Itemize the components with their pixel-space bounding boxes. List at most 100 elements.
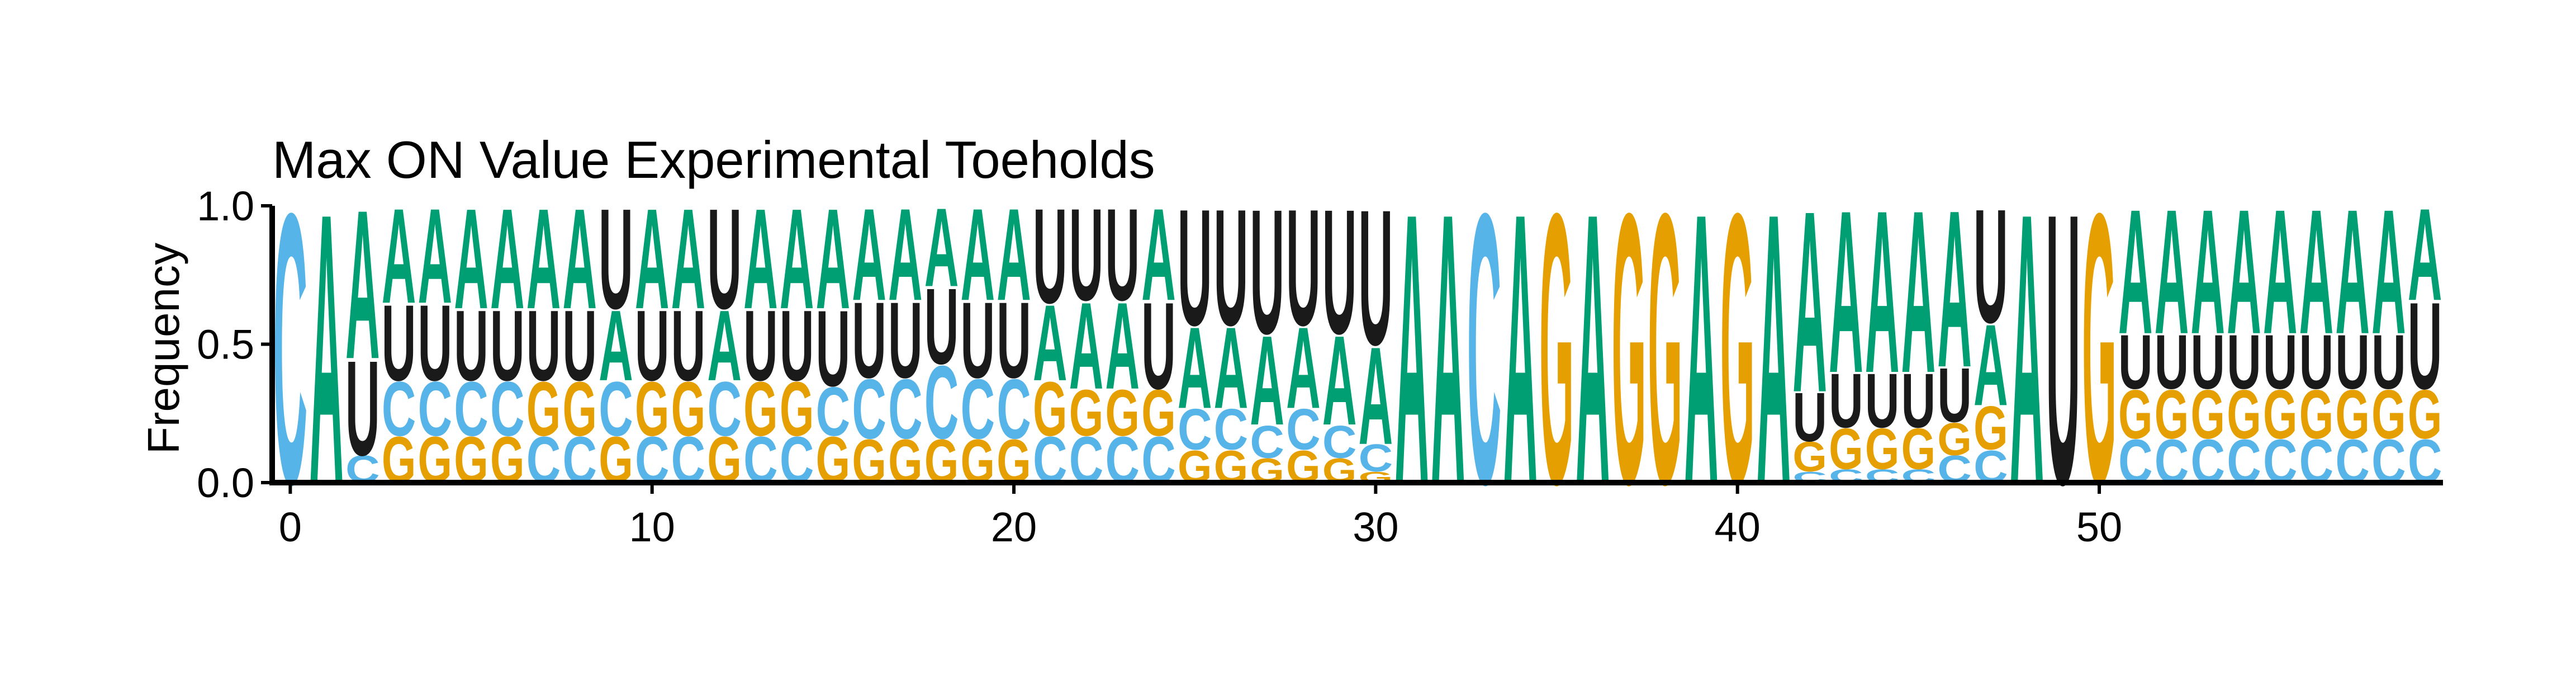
y-axis-label: Frequency xyxy=(139,243,188,454)
logo-letter-A-pos-8: A xyxy=(562,179,597,339)
logo-letter-G-pos-52: G xyxy=(2155,376,2189,454)
logo-letter-U-pos-46: U xyxy=(1937,352,1972,438)
logo-letter-C-pos-27: C xyxy=(1250,416,1284,468)
logo-letter-A-pos-28: A xyxy=(1286,303,1321,433)
logo-letter-C-pos-12: C xyxy=(707,366,742,452)
logo-letter-C-pos-28: C xyxy=(1286,398,1321,462)
logo-letter-C-pos-4: C xyxy=(418,366,453,452)
logo-letter-A-pos-19: A xyxy=(961,182,995,328)
logo-letter-C-pos-16: C xyxy=(852,362,886,457)
logo-letter-U-pos-21: U xyxy=(1033,181,1068,332)
logo-letter-G-pos-24: G xyxy=(1141,376,1175,450)
logo-letter-A-pos-17: A xyxy=(888,182,923,328)
logo-letter-G-pos-51: G xyxy=(2118,376,2152,454)
logo-letter-C-pos-3: C xyxy=(382,366,416,452)
logo-letter-U-pos-6: U xyxy=(490,290,525,402)
logo-letter-G-pos-57: G xyxy=(2335,376,2369,454)
logo-letter-C-pos-5: C xyxy=(454,366,488,452)
logo-letter-A-pos-59: A xyxy=(2408,182,2442,328)
logo-letter-G-pos-37: G xyxy=(1612,134,1646,565)
logo-letter-U-pos-4: U xyxy=(418,282,453,403)
logo-letter-G-pos-13: G xyxy=(743,366,777,452)
logo-letter-G-pos-46: G xyxy=(1937,414,1971,465)
logo-letter-A-pos-43: A xyxy=(1829,163,1863,422)
logo-letter-U-pos-15: U xyxy=(816,288,851,409)
logo-letter-G-pos-54: G xyxy=(2227,376,2261,454)
logo-letter-A-pos-1: A xyxy=(309,133,344,565)
logo-letter-C-pos-30: C xyxy=(1359,437,1393,480)
logo-letter-A-pos-18: A xyxy=(924,185,959,310)
logo-letter-U-pos-29: U xyxy=(1322,173,1357,371)
logo-letter-U-pos-30: U xyxy=(1359,170,1393,386)
logo-letter-C-pos-17: C xyxy=(888,362,923,457)
logo-letter-A-pos-39: A xyxy=(1684,133,1719,565)
logo-letter-U-pos-23: U xyxy=(1105,182,1140,328)
logo-letter-G-pos-35: G xyxy=(1539,134,1573,565)
logo-letters: C A CUAGCUAGCUAGCUAGCUACGUACGUAGCAUCGUACGU… xyxy=(273,133,2442,565)
logo-letter-G-pos-45: G xyxy=(1901,417,1935,481)
logo-letter-A-pos-11: A xyxy=(671,179,706,339)
logo-letter-C-pos-19: C xyxy=(961,362,995,457)
logo-letter-U-pos-2: U xyxy=(345,333,380,484)
logo-letter-C-pos-6: C xyxy=(490,366,525,452)
logo-letter-A-pos-34: A xyxy=(1503,133,1538,565)
logo-letter-U-pos-51: U xyxy=(2118,319,2153,405)
logo-letter-C-pos-29: C xyxy=(1322,416,1357,468)
logo-letter-U-pos-10: U xyxy=(635,290,670,402)
logo-letter-U-pos-19: U xyxy=(961,280,995,400)
logo-letter-C-pos-9: C xyxy=(599,366,633,452)
logo-letter-U-pos-44: U xyxy=(1865,358,1900,444)
logo-letter-U-pos-14: U xyxy=(780,290,814,402)
logo-letter-U-pos-47: U xyxy=(1973,176,2008,357)
logo-letter-G-pos-55: G xyxy=(2263,376,2297,454)
logo-letter-A-pos-54: A xyxy=(2227,173,2261,371)
logo-letter-A-pos-45: A xyxy=(1901,163,1936,422)
logo-letter-A-pos-32: A xyxy=(1431,133,1465,565)
logo-letter-C-pos-33: C xyxy=(1467,133,1502,565)
x-tick-label: 20 xyxy=(991,504,1037,550)
logo-letter-U-pos-57: U xyxy=(2335,319,2370,405)
logo-letter-U-pos-55: U xyxy=(2263,319,2298,405)
logo-letter-A-pos-21: A xyxy=(1033,282,1068,403)
logo-letter-A-pos-14: A xyxy=(780,179,814,339)
logo-letter-A-pos-48: A xyxy=(2010,133,2044,565)
logo-letter-A-pos-13: A xyxy=(743,179,778,339)
logo-letter-A-pos-4: A xyxy=(418,181,453,332)
logo-letter-A-pos-58: A xyxy=(2371,173,2406,371)
logo-letter-G-pos-23: G xyxy=(1105,376,1139,450)
logo-letter-G-pos-8: G xyxy=(562,366,596,452)
logo-letter-U-pos-24: U xyxy=(1141,276,1176,415)
logo-letter-C-pos-26: C xyxy=(1214,398,1249,462)
logo-letter-A-pos-42: A xyxy=(1792,157,1827,446)
logo-letter-A-pos-12: A xyxy=(707,290,742,402)
logo-letter-A-pos-24: A xyxy=(1141,182,1176,328)
logo-letter-U-pos-28: U xyxy=(1286,175,1321,361)
logo-letter-U-pos-20: U xyxy=(997,280,1031,400)
logo-letter-A-pos-25: A xyxy=(1178,303,1212,433)
logo-letter-G-pos-14: G xyxy=(780,366,814,452)
logo-letter-U-pos-18: U xyxy=(924,266,959,386)
logo-letter-A-pos-30: A xyxy=(1359,319,1393,474)
logo-letter-A-pos-10: A xyxy=(635,179,670,339)
logo-letter-G-pos-42: G xyxy=(1792,434,1827,481)
x-tick-label: 50 xyxy=(2076,504,2122,550)
logo-letter-U-pos-56: U xyxy=(2299,319,2334,405)
logo-letter-U-pos-53: U xyxy=(2190,319,2225,405)
logo-letter-U-pos-17: U xyxy=(888,280,923,400)
logo-letter-A-pos-41: A xyxy=(1757,133,1791,565)
logo-letter-G-pos-21: G xyxy=(1033,366,1067,452)
x-tick-label: 10 xyxy=(629,504,675,550)
logo-letter-A-pos-23: A xyxy=(1105,276,1140,415)
logo-letter-A-pos-44: A xyxy=(1865,163,1900,422)
logo-letter-U-pos-11: U xyxy=(671,290,706,402)
logo-letter-A-pos-47: A xyxy=(1973,300,2008,430)
logo-letter-A-pos-52: A xyxy=(2155,173,2189,371)
logo-letter-A-pos-36: A xyxy=(1576,133,1610,565)
logo-letter-A-pos-3: A xyxy=(382,181,416,332)
logo-letter-U-pos-49: U xyxy=(2046,133,2081,565)
logo-letter-A-pos-55: A xyxy=(2263,173,2298,371)
logo-letter-U-pos-13: U xyxy=(743,290,778,402)
logo-letter-A-pos-27: A xyxy=(1250,310,1284,452)
y-tick-label: 0.5 xyxy=(197,322,254,368)
logo-letter-A-pos-53: A xyxy=(2190,173,2225,371)
